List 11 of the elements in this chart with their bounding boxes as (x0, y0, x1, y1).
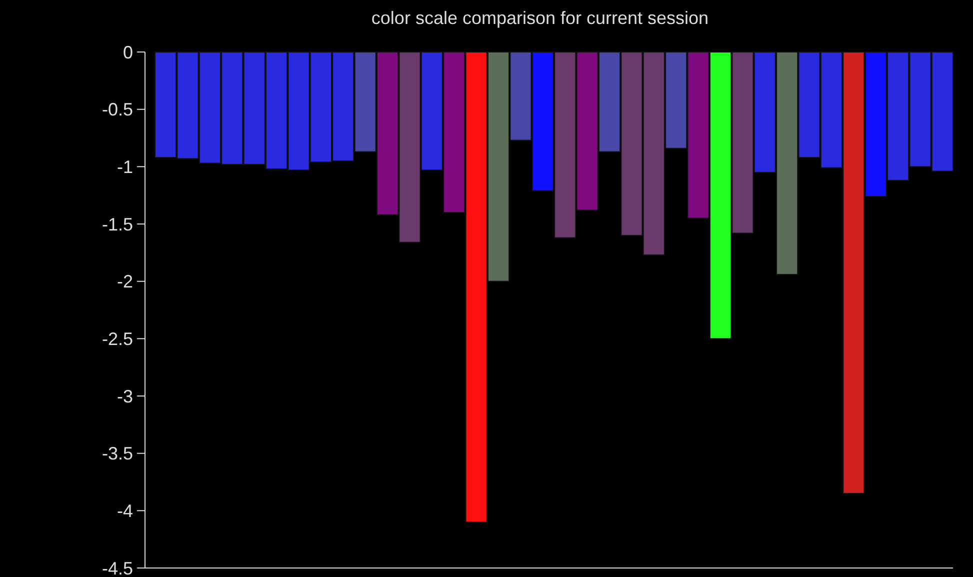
y-tick-label: -4 (116, 500, 133, 521)
y-tick-label: -2 (116, 272, 133, 292)
y-tick-label: -4.5 (102, 558, 133, 577)
chart-title: color scale comparison for current session (371, 8, 709, 28)
y-tick-label: -1 (116, 156, 133, 177)
y-tick-label: -2.5 (102, 328, 133, 349)
y-tick-label: -3 (116, 386, 133, 406)
y-tick-label: -0.5 (102, 100, 133, 120)
y-tick-label: 0 (122, 42, 133, 62)
y-tick-label: -3.5 (102, 444, 133, 464)
y-tick-label: -1.5 (102, 214, 133, 234)
